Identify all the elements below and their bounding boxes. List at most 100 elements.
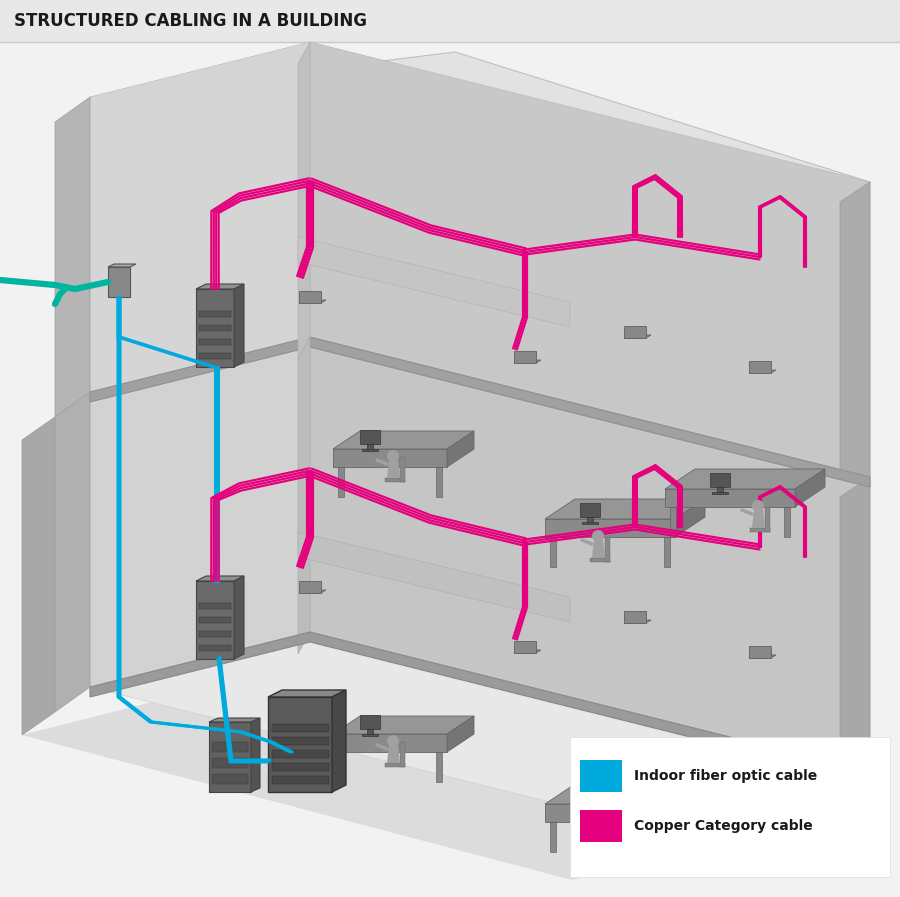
Polygon shape	[333, 449, 447, 467]
Bar	[436, 467, 442, 497]
Bar	[338, 467, 344, 497]
Circle shape	[387, 450, 399, 462]
Polygon shape	[675, 499, 705, 537]
Bar	[590, 838, 610, 842]
Polygon shape	[299, 291, 321, 303]
Bar	[784, 507, 790, 537]
Polygon shape	[90, 337, 870, 487]
Polygon shape	[665, 756, 825, 776]
Bar	[710, 473, 730, 487]
Bar	[605, 817, 610, 842]
Polygon shape	[752, 795, 765, 813]
Bar	[272, 776, 329, 784]
Bar	[750, 813, 770, 817]
Bar	[550, 822, 556, 852]
Bar	[362, 449, 378, 451]
Polygon shape	[592, 540, 605, 558]
Polygon shape	[514, 650, 541, 653]
Bar	[582, 522, 598, 524]
Bar	[338, 752, 344, 782]
Bar	[199, 325, 231, 331]
Bar	[367, 444, 373, 450]
Polygon shape	[624, 611, 646, 623]
Polygon shape	[196, 289, 234, 367]
Bar	[750, 528, 770, 532]
Polygon shape	[90, 52, 870, 227]
Text: Copper Category cable: Copper Category cable	[634, 819, 813, 833]
Polygon shape	[310, 42, 870, 477]
Polygon shape	[795, 469, 825, 507]
Polygon shape	[196, 284, 244, 289]
Bar	[580, 503, 600, 517]
Bar	[582, 807, 598, 809]
Bar	[0, 0, 900, 42]
Polygon shape	[251, 718, 260, 792]
Bar	[570, 737, 890, 877]
Bar	[272, 724, 329, 732]
Polygon shape	[665, 489, 795, 507]
Polygon shape	[749, 361, 771, 373]
Bar	[360, 430, 380, 444]
Bar	[710, 760, 730, 774]
Polygon shape	[749, 370, 776, 373]
Polygon shape	[299, 300, 326, 303]
Bar	[580, 760, 622, 792]
Bar	[580, 810, 622, 842]
Bar	[199, 645, 231, 651]
Bar	[360, 715, 380, 729]
Bar	[717, 487, 723, 493]
Bar	[712, 492, 728, 494]
Polygon shape	[752, 510, 765, 528]
Bar	[199, 617, 231, 623]
Polygon shape	[90, 337, 310, 687]
Text: STRUCTURED CABLING IN A BUILDING: STRUCTURED CABLING IN A BUILDING	[14, 12, 367, 30]
Polygon shape	[545, 499, 705, 519]
Polygon shape	[333, 734, 447, 752]
Polygon shape	[196, 576, 244, 581]
Bar	[212, 742, 248, 752]
Bar	[664, 537, 670, 567]
Polygon shape	[624, 326, 646, 338]
Circle shape	[752, 500, 764, 512]
Polygon shape	[298, 237, 570, 327]
Text: Indoor fiber optic cable: Indoor fiber optic cable	[634, 769, 817, 783]
Polygon shape	[90, 42, 310, 392]
Bar	[212, 758, 248, 768]
Bar	[580, 788, 600, 802]
Bar	[199, 311, 231, 317]
Polygon shape	[196, 581, 234, 659]
Polygon shape	[749, 646, 771, 658]
Polygon shape	[268, 690, 346, 697]
Polygon shape	[514, 641, 536, 653]
Polygon shape	[55, 392, 90, 712]
Polygon shape	[545, 804, 675, 822]
Bar	[765, 507, 770, 532]
Polygon shape	[333, 716, 474, 734]
Bar	[385, 478, 405, 482]
Bar	[272, 737, 329, 745]
Circle shape	[592, 530, 604, 542]
Bar	[670, 794, 676, 824]
Polygon shape	[90, 632, 870, 782]
Polygon shape	[298, 532, 570, 622]
Circle shape	[592, 810, 604, 822]
Bar	[605, 537, 610, 562]
Polygon shape	[675, 784, 705, 822]
Bar	[436, 752, 442, 782]
Bar	[385, 763, 405, 767]
Polygon shape	[545, 784, 705, 804]
Polygon shape	[299, 590, 326, 593]
Polygon shape	[299, 581, 321, 593]
Bar	[587, 802, 593, 808]
Bar	[400, 742, 405, 767]
Bar	[199, 339, 231, 345]
Bar	[272, 750, 329, 758]
Bar	[784, 794, 790, 824]
Bar	[367, 729, 373, 735]
Polygon shape	[55, 97, 90, 417]
Bar	[590, 558, 610, 562]
Polygon shape	[90, 632, 870, 827]
Bar	[587, 517, 593, 523]
Polygon shape	[665, 469, 825, 489]
Bar	[199, 631, 231, 637]
